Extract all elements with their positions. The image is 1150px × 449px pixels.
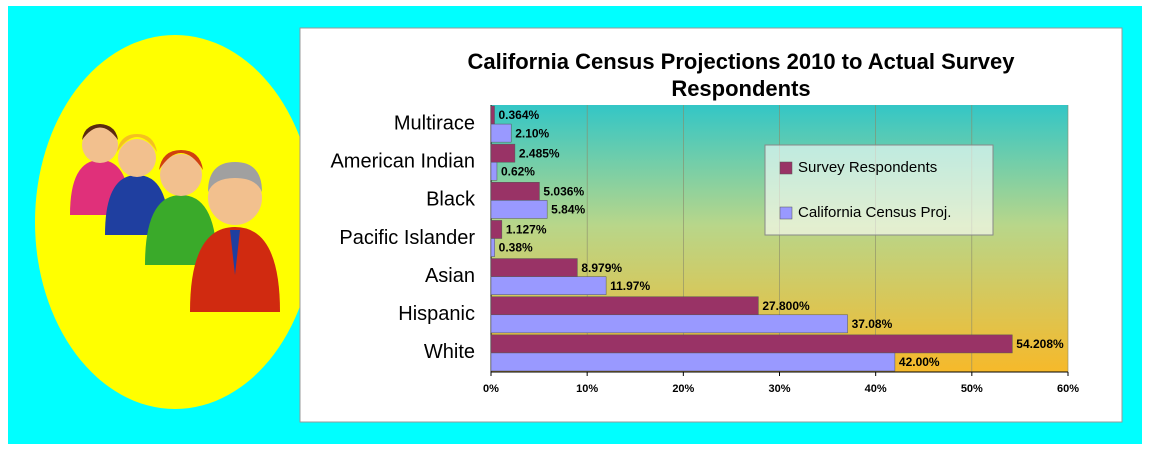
x-tick-label: 30% <box>768 383 790 395</box>
bar <box>490 276 607 295</box>
category-label: White <box>424 341 475 363</box>
bar <box>490 143 516 163</box>
bar <box>490 200 548 219</box>
value-label: 0.364% <box>499 108 540 122</box>
bar <box>490 296 759 316</box>
bar <box>490 238 495 257</box>
category-label: American Indian <box>330 150 475 172</box>
category-label: Hispanic <box>398 303 475 325</box>
legend-swatch <box>779 161 793 175</box>
x-tick-label: 10% <box>576 383 598 395</box>
legend-label: California Census Proj. <box>798 204 951 221</box>
x-tick-label: 20% <box>672 383 694 395</box>
value-label: 11.97% <box>610 279 650 293</box>
category-label: Black <box>426 189 476 211</box>
value-label: 5.84% <box>551 203 585 217</box>
x-tick-label: 0% <box>483 383 499 395</box>
value-label: 2.10% <box>515 126 549 140</box>
value-label: 42.00% <box>899 355 940 369</box>
bar <box>490 258 578 277</box>
title-box: California Census Projections 2010 to Ac… <box>467 49 1015 101</box>
x-tick-label: 60% <box>1057 383 1079 395</box>
people-icon <box>70 124 280 312</box>
chart-title: California Census Projections 2010 to Ac… <box>467 49 1015 101</box>
bar <box>490 334 1013 354</box>
value-label: 8.979% <box>581 261 622 275</box>
value-label: 0.62% <box>501 164 535 178</box>
x-tick-label: 50% <box>961 383 983 395</box>
bar <box>490 105 495 125</box>
legend-swatch <box>779 206 793 220</box>
bar <box>490 182 540 201</box>
value-label: 5.036% <box>543 184 584 198</box>
value-label: 2.485% <box>519 146 560 160</box>
category-label: Multirace <box>394 112 475 134</box>
value-label: 1.127% <box>506 223 547 237</box>
value-label: 27.800% <box>762 299 810 313</box>
bar <box>490 123 512 143</box>
x-tick-label: 40% <box>865 383 887 395</box>
value-label: 0.38% <box>499 241 533 255</box>
category-label: Asian <box>425 265 475 287</box>
legend-box <box>764 144 994 236</box>
bar <box>490 220 503 239</box>
value-label: 37.08% <box>852 317 893 331</box>
value-label: 54.208% <box>1016 337 1064 351</box>
bar <box>490 161 498 181</box>
bar <box>490 314 848 334</box>
bar <box>490 352 896 372</box>
category-label: Pacific Islander <box>339 227 475 249</box>
legend-label: Survey Respondents <box>798 159 937 176</box>
